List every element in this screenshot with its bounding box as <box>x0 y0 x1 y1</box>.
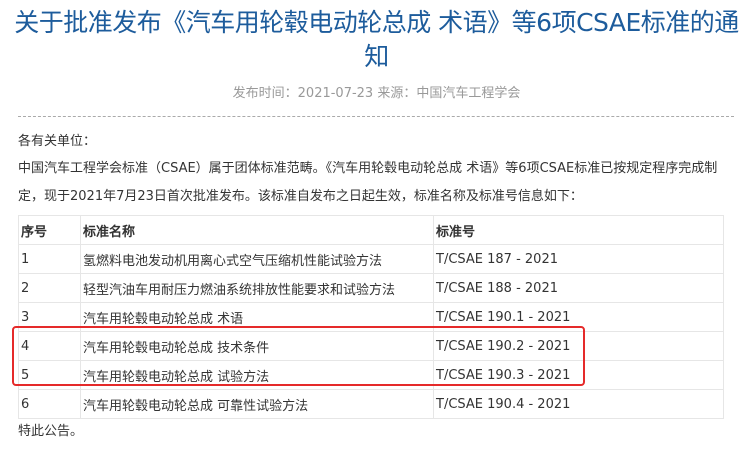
table-row: 1 氢燃料电池发动机用离心式空气压缩机性能试验方法 T/CSAE 187 - 202… <box>18 244 724 274</box>
header-code: 标准号 <box>433 215 724 245</box>
cell-index: 6 <box>18 389 81 419</box>
table-header: 序号 标准名称 标准号 <box>18 215 724 245</box>
article-meta: 发布时间：2021-07-23 来源：中国汽车工程学会 <box>232 86 521 101</box>
cell-code: T/CSAE 188 - 2021 <box>433 273 724 303</box>
cell-name: 轻型汽油车用耐压力燃油系统排放性能要求和试验方法 <box>80 273 434 303</box>
cell-name: 汽车用轮毂电动轮总成 可靠性试验方法 <box>80 389 434 419</box>
table-row: 4 汽车用轮毂电动轮总成 技术条件 T/CSAE 190.2 - 2021 <box>18 331 724 361</box>
table-row: 2 轻型汽油车用耐压力燃油系统排放性能要求和试验方法 T/CSAE 188 - 20… <box>18 273 724 303</box>
cell-name: 氢燃料电池发动机用离心式空气压缩机性能试验方法 <box>80 244 434 274</box>
salutation: 各有关单位： <box>18 134 97 149</box>
body-paragraph: 中国汽车工程学会标准（CSAE）属于团体标准范畴。《汽车用轮毂电动轮总成 术语》… <box>18 161 718 204</box>
article-title: 关于批准发布《汽车用轮毂电动轮总成 术语》等6项CSAE标准的通知 <box>14 8 739 71</box>
cell-index: 1 <box>18 244 81 274</box>
cell-code: T/CSAE 187 - 2021 <box>433 244 724 274</box>
header-name: 标准名称 <box>80 215 434 245</box>
cell-index: 2 <box>18 273 81 303</box>
highlight-box <box>12 326 585 386</box>
closing: 特此公告。 <box>18 424 84 439</box>
header-index: 序号 <box>18 215 81 245</box>
cell-code: T/CSAE 190.4 - 2021 <box>433 389 724 419</box>
table-row: 6 汽车用轮毂电动轮总成 可靠性试验方法 T/CSAE 190.4 - 2021 <box>18 389 724 419</box>
divider <box>18 116 734 117</box>
cell-code: T/CSAE 190.2 - 2021 <box>433 331 724 361</box>
cell-name: 汽车用轮毂电动轮总成 技术条件 <box>80 331 434 361</box>
standards-table: 序号 标准名称 标准号 1 氢燃料电池发动机用离心式空气压缩机性能试验方法 T/CS… <box>18 215 724 419</box>
